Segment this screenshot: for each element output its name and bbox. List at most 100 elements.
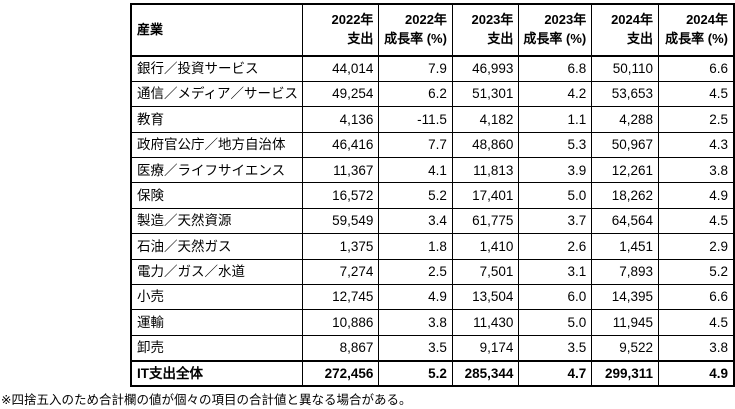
table-row: 小売 12,745 4.9 13,504 6.0 14,395 6.6 xyxy=(130,284,735,311)
total-value-cell: 4.7 xyxy=(518,359,593,387)
value-cell: 6.2 xyxy=(378,80,453,108)
industry-cell: 電力／ガス／水道 xyxy=(130,258,304,286)
value-cell: -11.5 xyxy=(378,106,453,133)
value-cell: 4.3 xyxy=(658,131,735,159)
value-cell: 3.8 xyxy=(658,334,735,362)
industry-cell: 銀行／投資サービス xyxy=(130,55,304,82)
value-cell: 17,401 xyxy=(451,182,520,209)
value-cell: 6.0 xyxy=(518,284,593,311)
industry-cell: 通信／メディア／サービス xyxy=(130,80,304,108)
column-header-2023-spend: 2023年 支出 xyxy=(451,3,520,57)
industry-cell: 医療／ライフサイエンス xyxy=(130,157,304,184)
footnote: ※四捨五入のため合計欄の値が個々の項目の合計値と異なる場合がある。 xyxy=(1,393,412,407)
value-cell: 7.7 xyxy=(378,131,453,159)
total-value-cell: 272,456 xyxy=(302,359,380,387)
value-cell: 3.8 xyxy=(378,309,453,336)
table-row: 運輸 10,886 3.8 11,430 5.0 11,945 4.5 xyxy=(130,309,735,336)
value-cell: 11,430 xyxy=(451,309,520,336)
value-cell: 12,261 xyxy=(591,157,659,184)
total-value-cell: 4.9 xyxy=(658,359,735,387)
value-cell: 11,813 xyxy=(451,157,520,184)
table-body: 銀行／投資サービス 44,014 7.9 46,993 6.8 50,110 6… xyxy=(130,55,735,387)
value-cell: 49,254 xyxy=(302,80,380,108)
value-cell: 46,993 xyxy=(451,55,520,82)
value-cell: 1,451 xyxy=(591,233,659,260)
industry-cell: 卸売 xyxy=(130,334,304,362)
value-cell: 3.8 xyxy=(658,157,735,184)
value-cell: 4.9 xyxy=(658,182,735,209)
value-cell: 13,504 xyxy=(451,284,520,311)
header-row: 産業 2022年 支出 2022年 成長率 (%) 2023年 支出 2023年… xyxy=(130,3,735,57)
value-cell: 6.6 xyxy=(658,284,735,311)
industry-column-header: 産業 xyxy=(130,3,304,57)
column-header-2024-spend: 2024年 支出 xyxy=(591,3,659,57)
table-row: 卸売 8,867 3.5 9,174 3.5 9,522 3.8 xyxy=(130,334,735,362)
value-cell: 4.9 xyxy=(378,284,453,311)
header-metric-label: 支出 xyxy=(487,31,514,46)
industry-cell: 保険 xyxy=(130,182,304,209)
total-value-cell: 299,311 xyxy=(591,359,659,387)
value-cell: 7,501 xyxy=(451,258,520,286)
header-metric-label: 支出 xyxy=(626,31,653,46)
value-cell: 5.2 xyxy=(658,258,735,286)
industry-cell: 運輸 xyxy=(130,309,304,336)
value-cell: 12,745 xyxy=(302,284,380,311)
table-row: 通信／メディア／サービス 49,254 6.2 51,301 4.2 53,65… xyxy=(130,80,735,108)
value-cell: 1,375 xyxy=(302,233,380,260)
value-cell: 44,014 xyxy=(302,55,380,82)
value-cell: 16,572 xyxy=(302,182,380,209)
header-metric-label: 支出 xyxy=(347,31,374,46)
column-header-2024-growth: 2024年 成長率 (%) xyxy=(658,3,735,57)
value-cell: 10,886 xyxy=(302,309,380,336)
header-year-label: 2022年 xyxy=(331,12,374,28)
table-row: 保険 16,572 5.2 17,401 5.0 18,262 4.9 xyxy=(130,182,735,209)
value-cell: 3.9 xyxy=(518,157,593,184)
column-header-2022-spend: 2022年 支出 xyxy=(302,3,380,57)
total-value-cell: 285,344 xyxy=(451,359,520,387)
value-cell: 50,967 xyxy=(591,131,659,159)
header-metric-label: 成長率 (%) xyxy=(384,31,447,46)
value-cell: 4.2 xyxy=(518,80,593,108)
value-cell: 2.9 xyxy=(658,233,735,260)
value-cell: 3.4 xyxy=(378,207,453,235)
header-metric-label: 成長率 (%) xyxy=(523,31,587,46)
value-cell: 64,564 xyxy=(591,207,659,235)
value-cell: 7,274 xyxy=(302,258,380,286)
value-cell: 4,182 xyxy=(451,106,520,133)
value-cell: 1.8 xyxy=(378,233,453,260)
value-cell: 7.9 xyxy=(378,55,453,82)
table-row: 石油／天然ガス 1,375 1.8 1,410 2.6 1,451 2.9 xyxy=(130,233,735,260)
value-cell: 6.8 xyxy=(518,55,593,82)
value-cell: 4.5 xyxy=(658,207,735,235)
header-year-label: 2024年 xyxy=(611,12,653,28)
table-row: 政府官公庁／地方自治体 46,416 7.7 48,860 5.3 50,967… xyxy=(130,131,735,159)
value-cell: 61,775 xyxy=(451,207,520,235)
header-year-label: 2022年 xyxy=(405,12,447,28)
value-cell: 4.5 xyxy=(658,80,735,108)
value-cell: 11,945 xyxy=(591,309,659,336)
value-cell: 5.0 xyxy=(518,309,593,336)
table-row: 電力／ガス／水道 7,274 2.5 7,501 3.1 7,893 5.2 xyxy=(130,258,735,286)
value-cell: 4,136 xyxy=(302,106,380,133)
header-year-label: 2024年 xyxy=(686,12,728,28)
industry-cell: 政府官公庁／地方自治体 xyxy=(130,131,304,159)
value-cell: 8,867 xyxy=(302,334,380,362)
value-cell: 3.1 xyxy=(518,258,593,286)
column-header-2022-growth: 2022年 成長率 (%) xyxy=(378,3,453,57)
industry-cell: 小売 xyxy=(130,284,304,311)
value-cell: 11,367 xyxy=(302,157,380,184)
column-header-2023-growth: 2023年 成長率 (%) xyxy=(518,3,593,57)
value-cell: 1.1 xyxy=(518,106,593,133)
value-cell: 4.5 xyxy=(658,309,735,336)
value-cell: 18,262 xyxy=(591,182,659,209)
header-metric-label: 成長率 (%) xyxy=(665,31,728,46)
table-header: 産業 2022年 支出 2022年 成長率 (%) 2023年 支出 2023年… xyxy=(130,3,735,57)
value-cell: 1,410 xyxy=(451,233,520,260)
value-cell: 3.5 xyxy=(378,334,453,362)
value-cell: 2.5 xyxy=(658,106,735,133)
value-cell: 3.7 xyxy=(518,207,593,235)
value-cell: 14,395 xyxy=(591,284,659,311)
industry-cell: 教育 xyxy=(130,106,304,133)
total-label-cell: IT支出全体 xyxy=(130,359,304,387)
